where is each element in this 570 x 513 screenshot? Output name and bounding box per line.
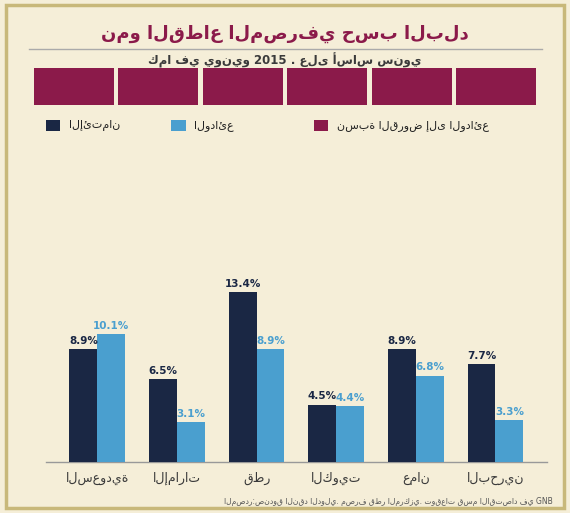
Text: 8.9%: 8.9%: [256, 336, 285, 346]
Bar: [149, 379, 177, 462]
Bar: [308, 405, 336, 462]
Text: 3.1%: 3.1%: [176, 409, 205, 419]
Bar: [457, 68, 536, 105]
Bar: [416, 376, 443, 462]
Bar: [336, 406, 364, 462]
Text: نسبة القروض إلى الودائع: نسبة القروض إلى الودائع: [337, 120, 489, 131]
Text: كما في يونيو 2015 . على أساس سنوي: كما في يونيو 2015 . على أساس سنوي: [148, 52, 422, 68]
Bar: [229, 292, 256, 462]
Text: الإئتمان: الإئتمان: [69, 120, 120, 131]
Bar: [34, 68, 113, 105]
Bar: [372, 68, 452, 105]
Text: 4.5%: 4.5%: [308, 391, 337, 402]
Text: 8.9%: 8.9%: [388, 336, 416, 346]
Bar: [171, 120, 186, 131]
Text: 8.9%: 8.9%: [69, 336, 98, 346]
Bar: [287, 68, 367, 105]
Text: نمو القطاع المصرفي حسب البلد: نمو القطاع المصرفي حسب البلد: [101, 24, 469, 43]
Bar: [70, 349, 97, 462]
Bar: [177, 422, 205, 462]
Bar: [97, 333, 125, 462]
Bar: [388, 349, 416, 462]
Text: 10.1%: 10.1%: [93, 321, 129, 330]
Text: 96.3%: 96.3%: [389, 80, 435, 93]
Text: 4.4%: 4.4%: [336, 393, 365, 403]
Text: 6.5%: 6.5%: [149, 366, 177, 376]
Bar: [467, 364, 495, 462]
Bar: [203, 68, 283, 105]
Bar: [256, 349, 284, 462]
Bar: [118, 68, 198, 105]
Text: 13.4%: 13.4%: [225, 279, 261, 289]
Bar: [46, 120, 60, 131]
Text: 7.7%: 7.7%: [467, 351, 496, 361]
Text: 80.1%: 80.1%: [51, 80, 96, 93]
Text: الودائع: الودائع: [194, 120, 234, 131]
Text: 47.9%: 47.9%: [474, 80, 519, 93]
Text: المصدر:صندوق النقد الدولي. مصرف قطر المركزي. توقعات قسم الاقتصاد في GNB: المصدر:صندوق النقد الدولي. مصرف قطر المر…: [224, 497, 553, 506]
Text: 89.8%: 89.8%: [304, 80, 350, 93]
Bar: [495, 420, 523, 462]
Text: 108.1%: 108.1%: [215, 80, 270, 93]
Text: 92.5%: 92.5%: [135, 80, 181, 93]
Text: 6.8%: 6.8%: [416, 362, 444, 372]
Text: 3.3%: 3.3%: [495, 407, 524, 417]
Bar: [314, 120, 328, 131]
